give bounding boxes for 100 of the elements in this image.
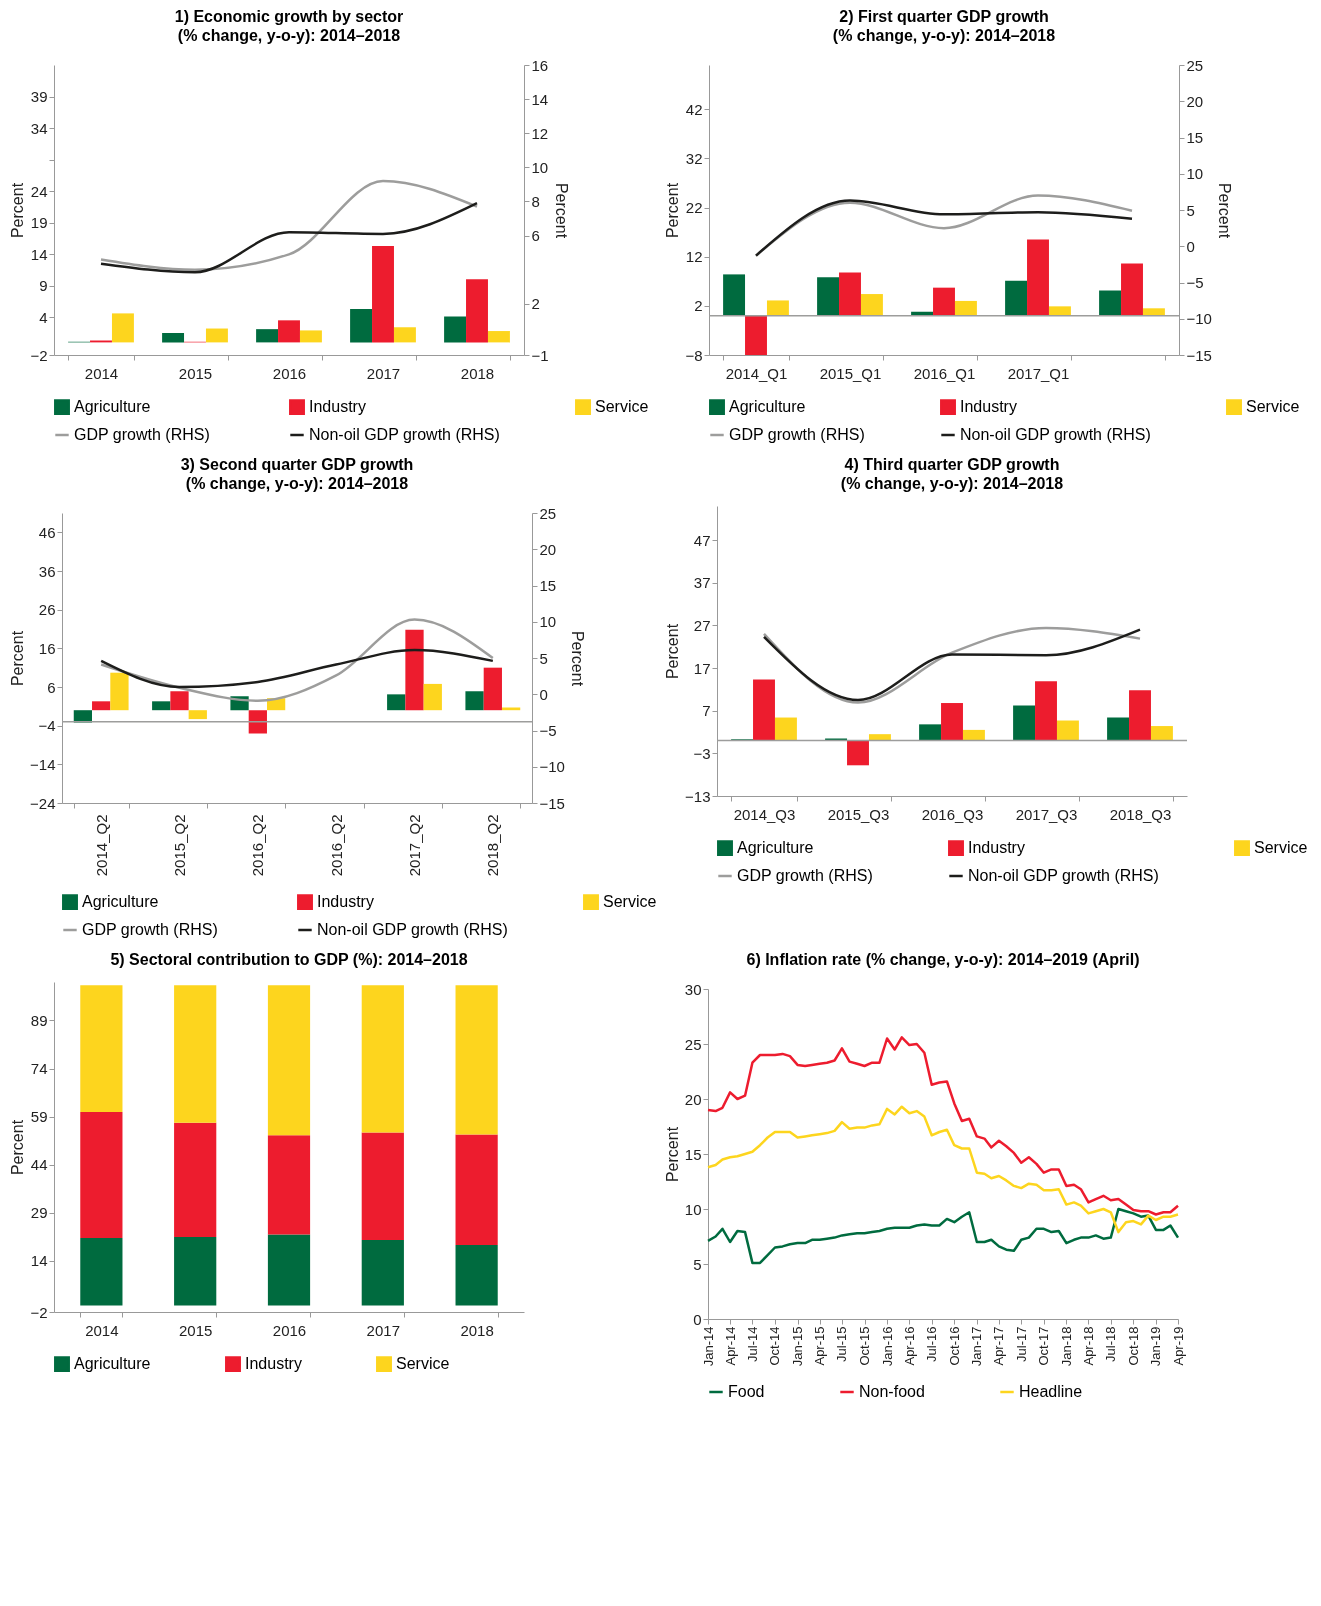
bar: [1129, 690, 1151, 741]
y-tick-label: 12: [685, 248, 703, 266]
y-tick-label: 47: [693, 531, 711, 549]
bar: [753, 679, 775, 741]
x-tick-label: 2018_Q3: [1109, 805, 1172, 823]
x-tick-label: Apr-19: [1170, 1326, 1186, 1366]
y2-tick-label: 10: [539, 613, 557, 631]
y-tick-label: 20: [684, 1090, 702, 1108]
x-tick-label: Jan-17: [969, 1326, 985, 1367]
bar: [817, 277, 840, 316]
x-tick-label: 2017: [366, 1321, 400, 1339]
x-tick-label: Jan-14: [700, 1326, 716, 1367]
x-tick-label: 2014_Q1: [725, 364, 788, 382]
legend-label: Headline: [1019, 1383, 1083, 1400]
chart-title: 1) Economic growth by sector: [174, 8, 404, 25]
legend-label: Industry: [245, 1355, 302, 1373]
legend-label: Food: [728, 1383, 765, 1400]
chart-title: 6) Inflation rate (% change, y-o-y): 2014–2019 (April): [746, 951, 1140, 968]
bar: [745, 315, 767, 355]
bar: [92, 701, 111, 711]
bar: [387, 694, 406, 711]
bar: [299, 330, 322, 343]
y2-tick-label: 25: [539, 504, 557, 522]
y2-tick-label: 0: [539, 685, 548, 703]
bar: [455, 1245, 498, 1306]
bar: [393, 327, 416, 343]
y-tick-label: 17: [693, 659, 711, 677]
bar: [256, 329, 279, 343]
legend-label: GDP growth (RHS): [74, 426, 210, 443]
chart-title: 2) First quarter GDP growth: [839, 8, 1049, 25]
y-tick-label: 26: [38, 601, 56, 619]
x-tick-label: 2015_Q1: [819, 364, 882, 382]
x-tick-label: 2016_Q3: [921, 805, 984, 823]
bar: [919, 724, 942, 741]
y2-tick-label: 10: [1186, 165, 1204, 183]
bar: [847, 740, 869, 766]
chart-subtitle: (% change, y-o-y): 2014–2018: [840, 475, 1064, 492]
x-tick-label: Oct-15: [857, 1326, 872, 1366]
chart-title: 3) Second quarter GDP growth: [180, 456, 414, 473]
x-tick-label: Apr-17: [991, 1326, 1007, 1366]
y-axis-title: Percent: [9, 182, 27, 239]
y2-axis-title: Percent: [568, 630, 586, 687]
legend-label: Industry: [317, 893, 374, 911]
bar: [465, 691, 484, 711]
y-tick-label: 15: [684, 1145, 702, 1163]
y-tick-label: 14: [30, 245, 48, 263]
y2-tick-label: −10: [539, 758, 565, 776]
y2-tick-label: 10: [531, 158, 549, 176]
chart-title: 5) Sectoral contribution to GDP (%): 2014–2018: [110, 951, 468, 968]
y-axis-title: Percent: [9, 1119, 27, 1176]
y2-axis-title: Percent: [552, 182, 570, 239]
legend-label: Agriculture: [737, 839, 814, 857]
bar: [372, 245, 394, 343]
legend-label: Service: [595, 398, 649, 416]
y-tick-label: 89: [30, 1011, 48, 1029]
y-tick-label: 5: [693, 1255, 702, 1273]
y2-tick-label: −5: [539, 722, 557, 739]
bar: [361, 985, 404, 1133]
y2-tick-label: 5: [1186, 201, 1195, 219]
x-tick-label: Apr-15: [812, 1326, 828, 1366]
x-tick-label: 2018: [460, 1321, 494, 1339]
bar: [766, 300, 789, 316]
y-tick-label: 19: [30, 214, 48, 232]
x-tick-label: 2016_Q1: [913, 364, 976, 382]
x-tick-label: 2016_Q2: [327, 814, 345, 877]
x-tick-label: Jul-18: [1103, 1326, 1119, 1362]
bar: [80, 985, 123, 1113]
bar: [278, 320, 300, 343]
line-series: [706, 1036, 1180, 1216]
legend-label: Agriculture: [729, 398, 806, 416]
bar: [941, 703, 963, 741]
y2-tick-label: 16: [531, 56, 549, 74]
bar: [1027, 239, 1049, 316]
x-tick-label: Jul-15: [834, 1326, 850, 1362]
y2-tick-label: 20: [539, 540, 557, 558]
legend-label: Service: [396, 1355, 450, 1373]
x-tick-label: 2017_Q3: [1015, 805, 1078, 823]
legend-label: Industry: [960, 398, 1017, 416]
x-tick-label: 2016_Q2: [249, 814, 267, 877]
bar: [933, 287, 955, 316]
chart-subtitle: (% change, y-o-y): 2014–2018: [177, 27, 401, 44]
bar: [80, 1112, 123, 1238]
legend-label: GDP growth (RHS): [82, 921, 218, 938]
bar: [80, 1237, 123, 1306]
x-tick-label: 2017_Q2: [406, 814, 423, 877]
y2-tick-label: 0: [1186, 237, 1195, 255]
x-tick-label: 2018: [460, 364, 495, 382]
bar: [954, 300, 977, 316]
line-series: [99, 618, 495, 703]
x-tick-label: 2015: [178, 364, 213, 382]
x-tick-label: Jul-14: [744, 1326, 760, 1362]
bar: [455, 985, 498, 1135]
bar: [205, 328, 228, 343]
y2-tick-label: 15: [1186, 129, 1204, 146]
bar: [1121, 263, 1143, 316]
bar: [1005, 280, 1028, 316]
y-tick-label: 27: [693, 616, 711, 634]
x-tick-label: Oct-17: [1036, 1326, 1052, 1366]
bar: [774, 717, 797, 741]
y-axis-title: Percent: [9, 630, 27, 687]
